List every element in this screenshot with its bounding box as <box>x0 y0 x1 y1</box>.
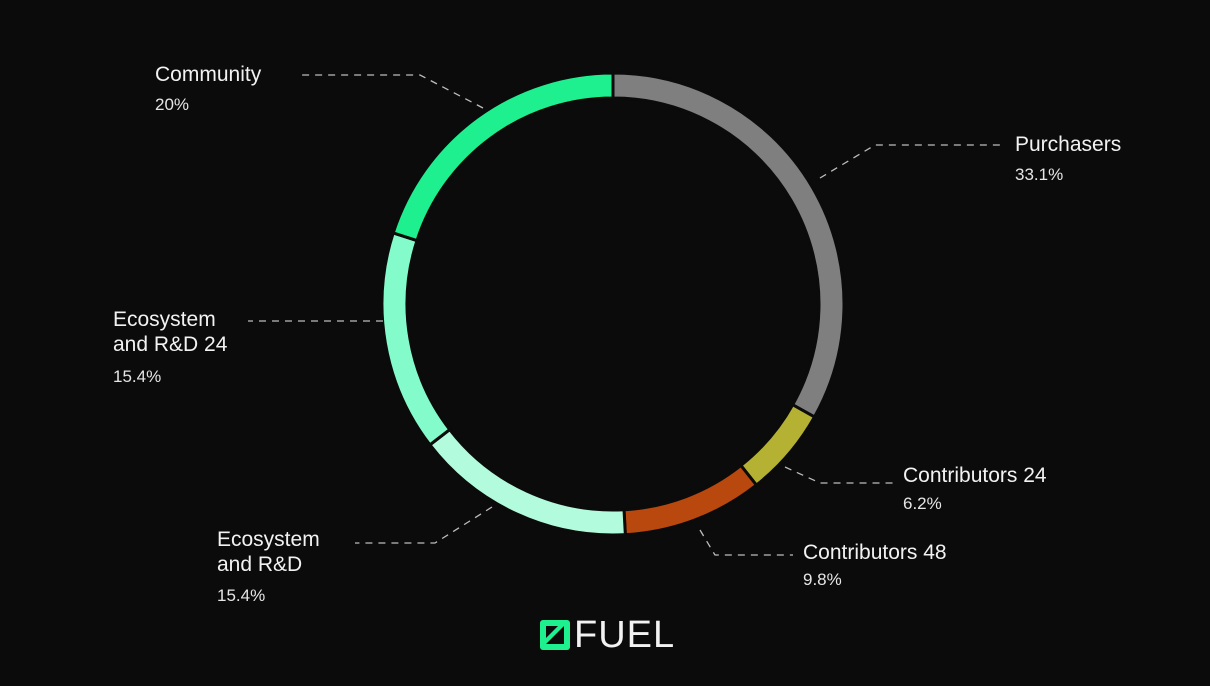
logo-icon <box>540 620 570 650</box>
leader-line <box>819 144 1000 179</box>
leader-line <box>699 529 793 556</box>
value-label: 15.4% <box>217 586 266 605</box>
value-label: 20% <box>155 95 190 114</box>
donut-slice <box>622 463 759 537</box>
slice-label: Contributors 24 <box>903 464 1047 487</box>
donut-slice <box>427 427 627 537</box>
slice-label: Ecosystem and R&D <box>217 528 320 576</box>
logo-text: FUEL <box>574 614 676 656</box>
donut-slice <box>391 71 615 243</box>
donut-slice <box>380 231 452 447</box>
value-label: 33.1% <box>1015 165 1064 184</box>
leader-line <box>784 466 893 484</box>
slice-label: Contributors 48 <box>803 541 947 564</box>
value-label: 6.2% <box>903 494 942 513</box>
value-label: 15.4% <box>113 367 162 386</box>
donut-slice <box>611 71 846 420</box>
donut-slice <box>738 402 817 488</box>
leader-line <box>300 74 484 109</box>
value-label: 9.8% <box>803 570 842 589</box>
leader-line <box>355 506 493 544</box>
slice-label: Community <box>155 63 262 86</box>
slice-label: Purchasers <box>1015 133 1122 156</box>
slice-label: Ecosystem and R&D 24 <box>113 308 228 356</box>
